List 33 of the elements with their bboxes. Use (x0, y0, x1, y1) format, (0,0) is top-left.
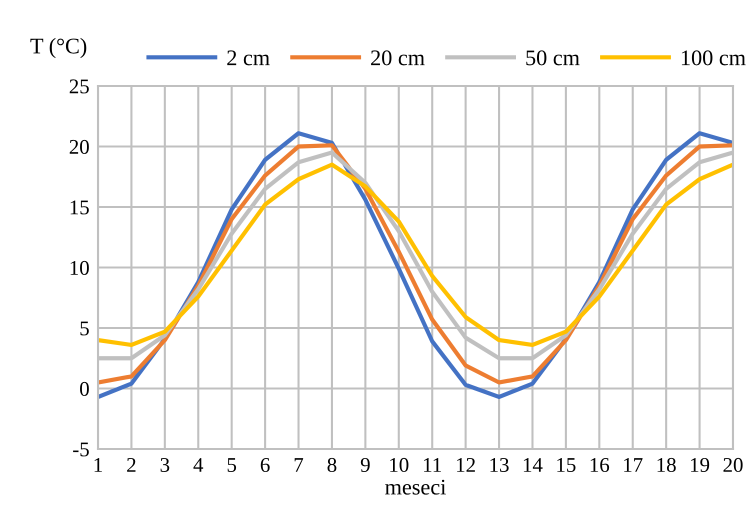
x-tick-label: 15 (557, 458, 576, 472)
x-tick-label: 17 (624, 458, 643, 472)
x-tick-label: 2 (127, 458, 136, 472)
y-tick-label: -5 (73, 442, 89, 456)
x-tick-label: 14 (524, 458, 543, 472)
legend-label: 100 cm (682, 50, 746, 66)
x-tick-label: 6 (260, 458, 270, 472)
x-tick-label: 19 (690, 458, 710, 472)
x-tick-label: 3 (160, 458, 170, 472)
x-tick-label: 10 (390, 458, 408, 472)
legend-label: 20 cm (371, 50, 425, 66)
y-tick-label: 5 (80, 322, 89, 336)
x-tick-label: 18 (658, 458, 676, 472)
y-axis-title: T (°C) (30, 38, 86, 58)
x-tick-label: 12 (457, 458, 475, 472)
y-tick-label: 20 (70, 140, 89, 154)
x-tick-label: 9 (360, 458, 370, 472)
legend-label: 50 cm (526, 50, 580, 66)
legend-label: 2 cm (227, 50, 270, 66)
x-tick-label: 5 (228, 458, 236, 472)
x-tick-label: 16 (590, 458, 610, 472)
y-tick-label: 25 (70, 79, 89, 94)
y-tick-label: 10 (70, 260, 89, 275)
x-tick-label: 1 (94, 458, 102, 472)
y-tick-label: 15 (70, 200, 89, 214)
x-tick-label: 13 (490, 458, 509, 472)
x-tick-label: 4 (193, 458, 204, 472)
y-tick-label: 0 (80, 382, 89, 396)
x-tick-label: 8 (328, 458, 336, 472)
x-axis-title: meseci (385, 480, 446, 495)
x-tick-label: 7 (294, 458, 304, 472)
x-tick-label: 20 (724, 458, 743, 472)
x-tick-label: 11 (424, 458, 441, 472)
